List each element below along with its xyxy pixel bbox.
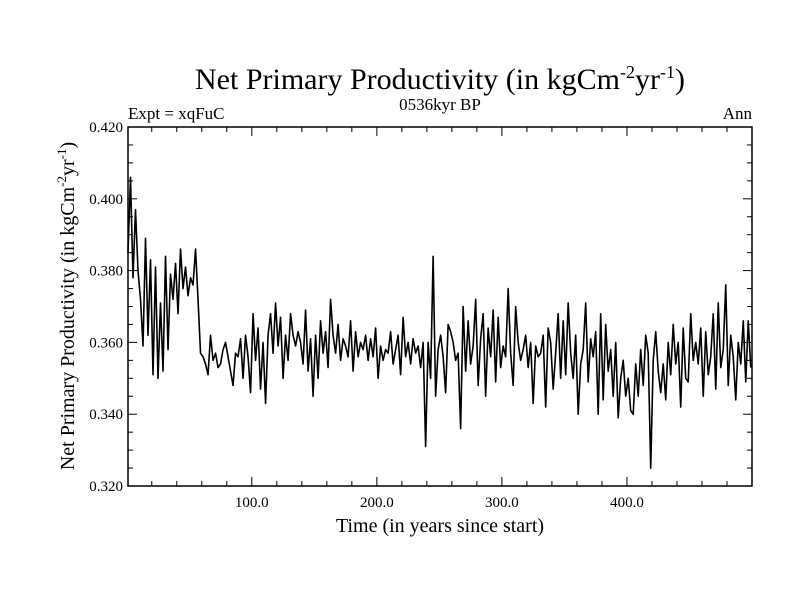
chart-title-text: Net Primary Productivity (in kgCm-2yr-1) [195, 62, 685, 96]
axis-tick-labels: 100.0 200.0 300.0 400.0 0.320 0.340 0.360 0.380… [89, 120, 644, 511]
y-tick-label: 0.400 [89, 192, 123, 208]
y-tick-label: 0.360 [89, 335, 123, 351]
x-tick-label: 400.0 [610, 495, 644, 511]
season-label: Ann [723, 104, 753, 123]
x-tick-label: 100.0 [235, 495, 269, 511]
axis-ticks [128, 126, 752, 487]
period-label: 0536kyr BP [399, 95, 481, 114]
y-tick-label: 0.340 [89, 407, 123, 423]
npp-series-line [127, 176, 752, 469]
x-tick-label: 200.0 [360, 495, 394, 511]
plot-frame [127, 126, 753, 487]
x-tick-label: 300.0 [485, 495, 519, 511]
y-axis-label: Net Primary Productivity (in kgCm-2yr-1) [54, 142, 79, 470]
x-axis-label: Time (in years since start) [336, 515, 544, 537]
chart-title: Net Primary Productivity (in kgCm-2yr-1) [195, 62, 685, 96]
experiment-label: Expt = xqFuC [128, 104, 225, 123]
y-tick-label: 0.380 [89, 264, 123, 280]
y-tick-label: 0.320 [89, 479, 123, 495]
y-tick-label: 0.420 [89, 120, 123, 136]
